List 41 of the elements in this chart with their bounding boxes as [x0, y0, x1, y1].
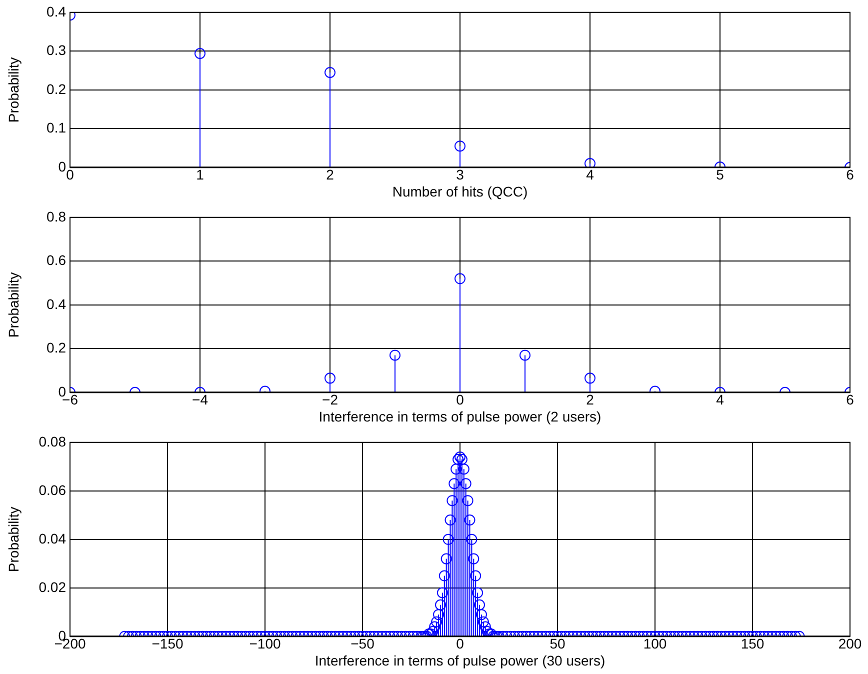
y-tick-label: 0.4: [46, 3, 66, 20]
x-tick-label: 3: [456, 166, 464, 183]
y-tick-label: 0.8: [46, 208, 66, 224]
x-tick-label: 6: [846, 166, 854, 183]
y-axis-title: Probability: [5, 506, 22, 572]
y-tick-label: 0.08: [38, 433, 66, 450]
point: [194, 48, 206, 59]
x-tick-label: 200: [838, 636, 862, 652]
y-tick-label: 0.06: [38, 482, 66, 498]
x-axis-title: Interference in terms of pulse power (2 users): [318, 408, 602, 424]
y-tick-label: 0.1: [46, 120, 66, 136]
x-tick-label: 50: [550, 636, 566, 652]
y-tick-label: 0.02: [38, 578, 66, 595]
x-tick-label: 0: [456, 392, 464, 408]
x-tick-label: 4: [586, 166, 594, 183]
x-tick-label: 5: [716, 166, 724, 183]
x-axis-title: Interference in terms of pulse power (30 users): [314, 652, 606, 668]
x-tick-label: −4: [192, 392, 208, 408]
x-tick-label: 2: [586, 392, 594, 408]
y-tick-label: 0.04: [38, 530, 66, 546]
point: [454, 273, 466, 284]
x-tick-label: 1: [196, 166, 204, 183]
y-tick-label: 0.3: [46, 42, 66, 58]
y-axis-title: Probability: [5, 57, 22, 123]
x-tick-label: 6: [846, 392, 854, 408]
y-tick-label: 0.2: [46, 340, 66, 356]
x-tick-label: −2: [322, 392, 338, 408]
x-axis-title: Number of hits (QCC): [392, 183, 528, 200]
x-tick-label: 2: [326, 166, 334, 183]
x-tick-label: −50: [350, 636, 375, 652]
x-tick-label: −100: [249, 636, 281, 652]
y-tick-label: 0.4: [46, 296, 66, 312]
y-axis-title: Probability: [5, 272, 22, 338]
point: [324, 66, 336, 78]
x-tick-label: 4: [716, 392, 724, 408]
y-tick-label: 0.2: [46, 80, 66, 97]
x-tick-label: −150: [152, 636, 184, 652]
y-tick-label: 0.6: [46, 252, 66, 268]
x-tick-label: 0: [456, 636, 464, 652]
x-tick-label: 150: [740, 636, 764, 652]
x-tick-label: 100: [643, 636, 667, 652]
